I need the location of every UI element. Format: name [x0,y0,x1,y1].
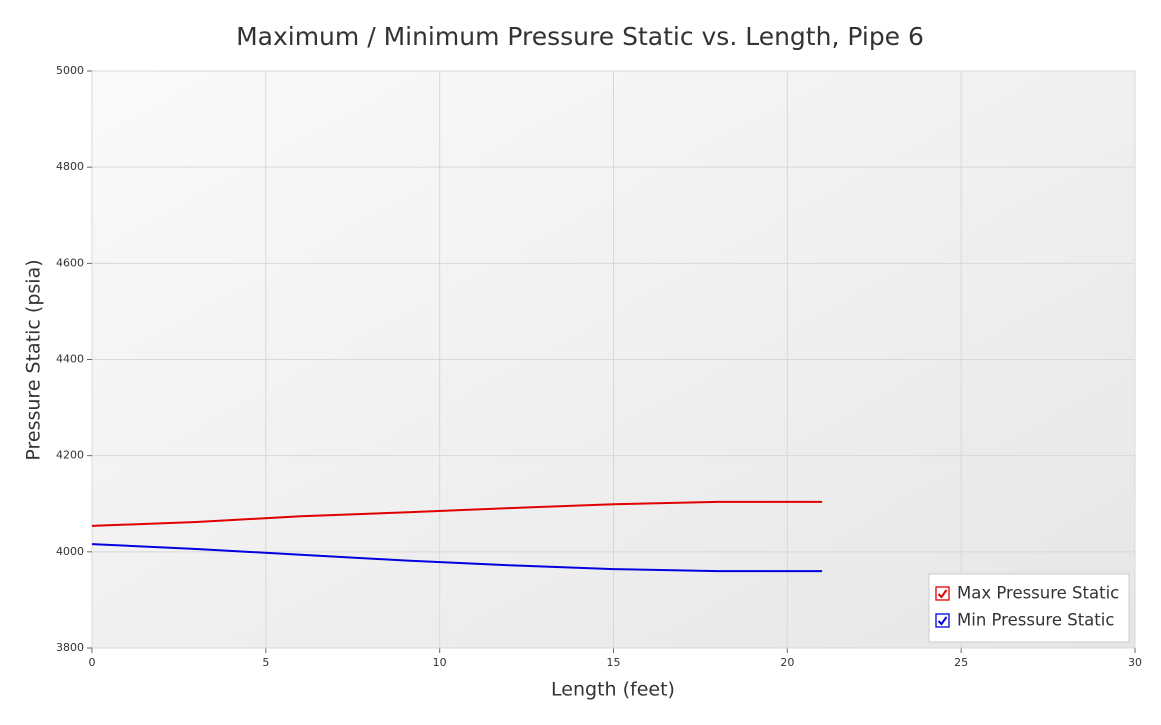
x-tick-label: 0 [89,656,96,669]
y-tick-label: 4000 [56,545,84,558]
series-line [91,500,823,527]
x-axis-label: Length (feet) [551,679,675,701]
y-axis-label: Pressure Static (psia) [23,259,45,460]
chart-title: Maximum / Minimum Pressure Static vs. Le… [236,22,924,51]
legend-label[interactable]: Max Pressure Static [957,584,1119,603]
y-tick-label: 4400 [56,353,84,366]
x-tick-label: 5 [262,656,269,669]
y-tick-label: 4800 [56,160,84,173]
legend-label[interactable]: Min Pressure Static [957,611,1114,630]
y-tick-label: 4600 [56,256,84,269]
y-tick-label: 4200 [56,449,84,462]
series-line [91,543,823,573]
legend-check [937,616,948,626]
legend-checkbox[interactable] [935,586,950,601]
legend-check [937,589,948,599]
y-tick-label: 5000 [56,64,84,77]
x-tick-label: 15 [607,656,621,669]
x-tick-label: 30 [1128,656,1142,669]
x-tick-label: 10 [433,656,447,669]
x-tick-label: 20 [780,656,794,669]
x-tick-label: 25 [954,656,968,669]
legend-checkbox[interactable] [935,613,950,628]
legend-box [928,573,1130,643]
y-tick-label: 3800 [56,641,84,654]
